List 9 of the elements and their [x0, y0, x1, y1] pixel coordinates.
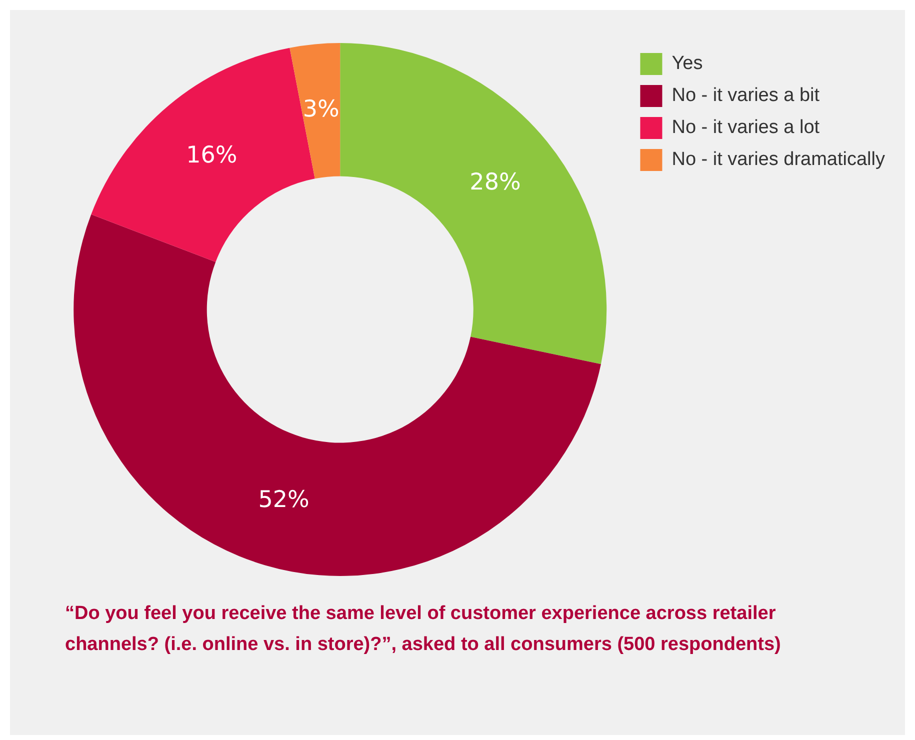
text: “Do you feel you receive the same level of customer experience across retailer channels? (i.e. online vs. in store)?”, asked to all consumers (500 respondents) [65, 602, 782, 657]
data-label: 28% [470, 169, 521, 196]
legend-label: Yes [672, 53, 703, 74]
legend-label: No - it varies dramatically [672, 149, 886, 170]
legend-label: No - it varies a lot [672, 117, 820, 138]
legend-label: No - it varies a bit [672, 85, 820, 106]
data-label: 52% [258, 487, 310, 514]
data-label: 3% [302, 96, 340, 122]
data-label: 16% [186, 142, 238, 168]
